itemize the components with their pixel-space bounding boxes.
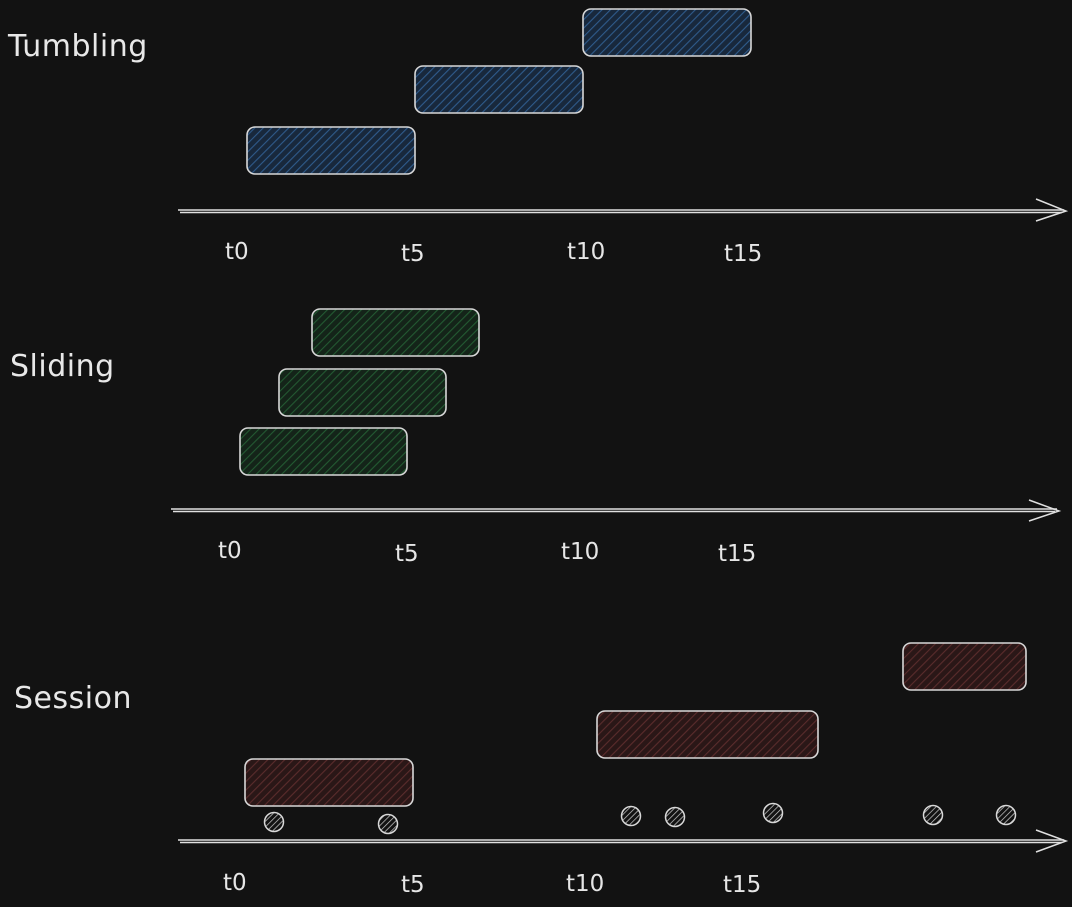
sliding-axis xyxy=(171,499,1062,522)
tumbling-window-3 xyxy=(582,8,752,57)
tumbling-tick-t15: t15 xyxy=(724,241,762,267)
tumbling-axis xyxy=(178,198,1069,222)
session-axis-arrowhead xyxy=(1035,829,1069,853)
session-window-3 xyxy=(902,642,1027,691)
session-axis xyxy=(178,829,1069,853)
sliding-title: Sliding xyxy=(10,349,115,384)
session-events xyxy=(263,802,1017,835)
sliding-tick-t15: t15 xyxy=(718,541,756,567)
session-tick-t0: t0 xyxy=(223,870,247,896)
session-section: Session t0 t5 t10 t15 xyxy=(14,642,1069,898)
sliding-axis-arrowhead xyxy=(1028,499,1062,522)
session-event-dot xyxy=(263,811,285,833)
session-title: Session xyxy=(14,681,132,716)
session-event-dot xyxy=(377,813,399,835)
tumbling-window-1 xyxy=(246,126,416,175)
tumbling-title: Tumbling xyxy=(7,29,148,64)
sliding-tick-t10: t10 xyxy=(561,539,599,565)
sliding-window-2 xyxy=(278,368,447,417)
session-tick-t10: t10 xyxy=(566,871,604,897)
sliding-tick-t0: t0 xyxy=(218,538,242,564)
sliding-window-3 xyxy=(311,308,480,357)
session-window-1 xyxy=(244,758,414,807)
tumbling-section: Tumbling t0 t5 t10 t15 xyxy=(7,8,1069,267)
tumbling-window-2 xyxy=(414,65,584,114)
session-event-dot xyxy=(664,806,686,828)
session-event-dot xyxy=(620,805,642,827)
session-event-dot xyxy=(995,804,1017,826)
session-tick-t15: t15 xyxy=(723,872,761,898)
session-event-dot xyxy=(762,802,784,824)
session-tick-t5: t5 xyxy=(401,872,425,898)
session-window-2 xyxy=(596,710,819,759)
sliding-section: Sliding t0 t5 t10 t15 xyxy=(10,308,1062,567)
tumbling-tick-t5: t5 xyxy=(401,241,425,267)
sliding-window-1 xyxy=(239,427,408,476)
session-event-dot xyxy=(922,804,944,826)
sliding-tick-t5: t5 xyxy=(395,541,419,567)
tumbling-tick-t0: t0 xyxy=(225,239,249,265)
tumbling-axis-arrowhead xyxy=(1035,198,1069,222)
tumbling-tick-t10: t10 xyxy=(567,239,605,265)
